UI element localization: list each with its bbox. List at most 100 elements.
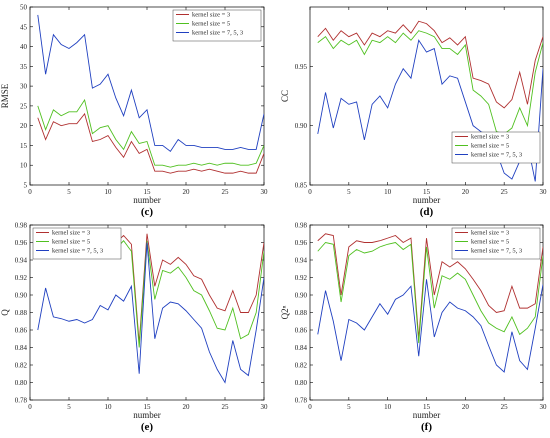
legend-entry: kernel size = 5 (471, 239, 509, 246)
y-tick-label: 0.84 (295, 344, 308, 352)
x-tick-label: 15 (144, 188, 152, 196)
y-tick-label: 0.82 (15, 362, 28, 370)
x-tick-label: 20 (462, 188, 470, 196)
legend-box (451, 227, 541, 260)
legend-box (451, 131, 541, 164)
series-line-2 (317, 30, 543, 135)
x-tick-label: 5 (67, 188, 71, 196)
x-tick-label: 15 (423, 403, 431, 411)
y-axis-label: CC (280, 90, 290, 102)
legend-entry: kernel size = 3 (471, 230, 509, 237)
x-tick-label: 0 (28, 188, 32, 196)
x-tick-label: 20 (462, 403, 470, 411)
legend-entry: kernel size = 3 (471, 134, 509, 141)
legend: kernel size = 3 kernel size = 5 kernel siz… (172, 9, 262, 42)
y-tick-label: 0.88 (295, 309, 308, 317)
y-tick-label: 0.80 (295, 379, 308, 387)
x-tick-label: 30 (261, 188, 269, 196)
y-tick-label: 0.98 (15, 222, 28, 230)
series-line-3 (37, 242, 264, 384)
chart-panel-4: 0 5 10 15 20 25 30 0.78 0.80 0.82 0.84 0.86 0.88 0.90… (280, 222, 547, 434)
y-tick-label: 0.84 (15, 344, 28, 352)
y-tick-label: 0.82 (295, 362, 308, 370)
x-tick-label: 25 (222, 188, 230, 196)
chart-panel-3: 0 5 10 15 20 25 30 0.78 0.80 0.82 0.84 0.86 0.88 0.90… (0, 222, 268, 434)
x-tick-label: 25 (222, 403, 230, 411)
y-tick-label: 0.90 (295, 122, 308, 130)
x-tick-label: 15 (423, 188, 431, 196)
series-line-1 (317, 20, 543, 109)
chart-panel-1: 0 5 10 15 20 25 305101520253035404550numberRMS… (0, 4, 268, 219)
panel-letter: (c) (141, 206, 154, 218)
y-tick-label: 20 (20, 122, 28, 130)
legend: kernel size = 3 kernel size = 5 kernel siz… (451, 227, 541, 260)
x-tick-label: 5 (67, 403, 71, 411)
panel-letter: (d) (420, 206, 434, 218)
legend-box (32, 227, 122, 260)
legend: kernel size = 3 kernel size = 5 kernel siz… (32, 227, 122, 260)
legend-entry: kernel size = 7, 5, 3 (192, 30, 243, 37)
y-tick-label: 0.90 (15, 292, 28, 300)
series-line-1 (37, 112, 264, 174)
x-tick-label: 30 (540, 403, 548, 411)
x-tick-label: 5 (347, 188, 351, 196)
series-line-3 (317, 279, 543, 373)
y-tick-label: 10 (20, 162, 28, 170)
y-axis-label: RMSE (0, 83, 10, 108)
series-line-3 (317, 39, 543, 182)
y-tick-label: 0.78 (15, 397, 28, 405)
panel-letter: (e) (141, 421, 154, 433)
x-tick-label: 30 (261, 403, 269, 411)
y-tick-label: 0.96 (295, 239, 308, 247)
y-axis-label: Q (0, 309, 10, 316)
x-tick-label: 0 (28, 403, 32, 411)
series-line-3 (37, 14, 264, 153)
y-tick-label: 0.96 (15, 239, 28, 247)
y-tick-label: 50 (20, 4, 28, 12)
y-tick-label: 0.80 (15, 379, 28, 387)
y-tick-label: 5 (24, 182, 28, 190)
legend-entry: kernel size = 3 (52, 230, 90, 237)
x-axis-label: number (413, 195, 441, 205)
y-tick-label: 0.98 (295, 222, 308, 230)
y-tick-label: 30 (20, 83, 28, 91)
y-tick-label: 0.85 (295, 182, 308, 190)
y-axis-label: Q2ⁿ (280, 305, 290, 319)
series-line-2 (317, 242, 543, 344)
series-line-2 (37, 98, 264, 168)
x-axis-label: number (413, 410, 441, 420)
y-tick-label: 45 (20, 23, 28, 31)
x-tick-label: 0 (308, 188, 312, 196)
x-tick-label: 25 (501, 403, 509, 411)
x-tick-label: 20 (183, 403, 191, 411)
x-tick-label: 10 (384, 188, 392, 196)
y-tick-label: 0.92 (295, 274, 308, 282)
y-tick-label: 35 (20, 63, 28, 71)
y-tick-label: 0.86 (15, 327, 28, 335)
y-tick-label: 0.94 (15, 257, 28, 265)
legend-entry: kernel size = 5 (192, 21, 230, 28)
x-tick-label: 25 (501, 188, 509, 196)
legend-entry: kernel size = 7, 5, 3 (471, 152, 522, 159)
x-tick-label: 10 (105, 188, 113, 196)
series-line-1 (317, 233, 543, 339)
y-tick-label: 0.90 (295, 292, 308, 300)
x-tick-label: 10 (105, 403, 113, 411)
x-tick-label: 0 (308, 403, 312, 411)
y-tick-label: 0.92 (15, 274, 28, 282)
y-tick-label: 0.95 (295, 63, 308, 71)
legend-entry: kernel size = 3 (192, 12, 230, 19)
legend-entry: kernel size = 5 (52, 239, 90, 246)
y-tick-label: 25 (20, 102, 28, 110)
x-tick-label: 5 (347, 403, 351, 411)
x-axis-label: number (133, 410, 161, 420)
x-tick-label: 20 (183, 188, 191, 196)
legend-entry: kernel size = 7, 5, 3 (471, 248, 522, 255)
legend: kernel size = 3 kernel size = 5 kernel siz… (451, 131, 541, 164)
panel-letter: (f) (421, 421, 432, 433)
y-tick-label: 40 (20, 43, 28, 51)
y-tick-label: 0.86 (295, 327, 308, 335)
x-tick-label: 10 (384, 403, 392, 411)
legend-entry: kernel size = 5 (471, 143, 509, 150)
